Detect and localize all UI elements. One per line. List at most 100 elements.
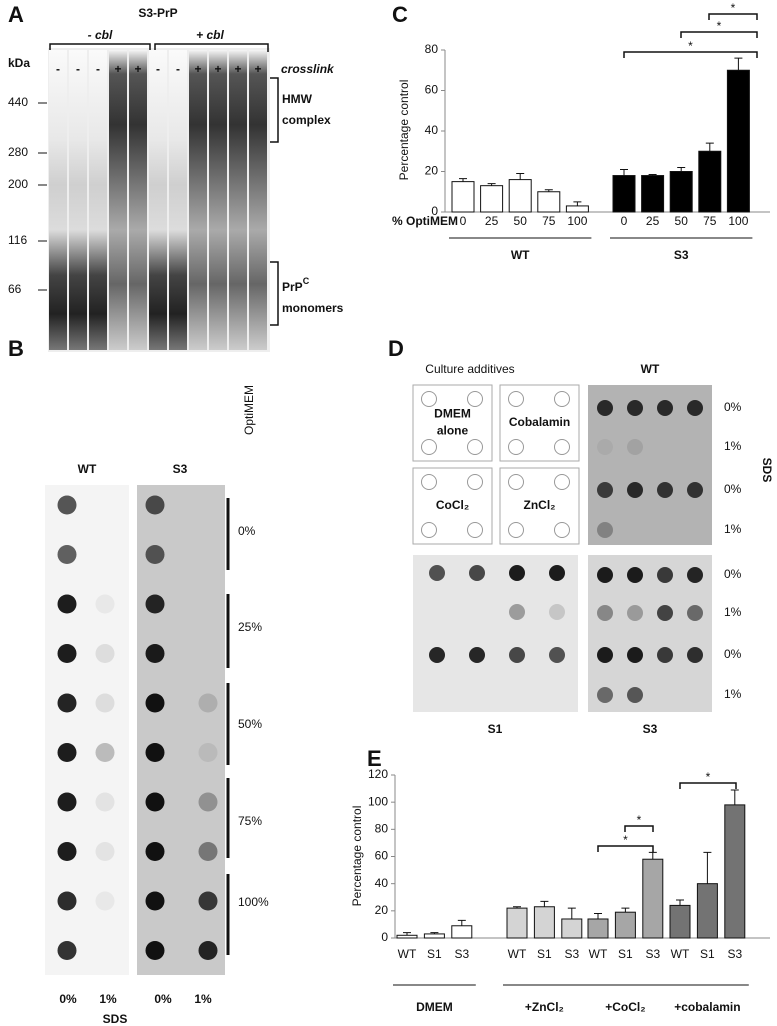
marker-label: 440 <box>8 95 28 109</box>
y-tick-label: 100 <box>368 794 388 808</box>
blot-dot <box>429 565 445 581</box>
blot-dot <box>145 495 165 515</box>
gel-lane <box>169 50 187 350</box>
error-bar <box>648 851 657 860</box>
bar <box>587 918 609 939</box>
lane-symbol: - <box>96 62 100 76</box>
blot-dot <box>145 693 165 713</box>
lane-symbol: + <box>194 62 201 76</box>
error-bar <box>730 789 739 805</box>
y-tick-label: 0 <box>381 930 388 944</box>
error-bar <box>676 899 684 906</box>
blot-dot <box>95 792 115 812</box>
error-bar <box>430 932 439 934</box>
bar <box>724 804 746 939</box>
y-tick-label: 0 <box>431 204 438 218</box>
blot-dot <box>95 693 115 713</box>
marker-label: 66 <box>8 282 22 296</box>
sds-level: 0% <box>154 992 172 1006</box>
blot-dot <box>627 439 643 455</box>
additive-label: ZnCl₂ <box>524 498 556 512</box>
well <box>554 474 570 490</box>
x-tick-label: S1 <box>427 947 442 961</box>
gel-lane <box>109 50 127 350</box>
significance-bracket <box>624 825 654 832</box>
additive-label: alone <box>437 424 469 438</box>
error-bar <box>705 142 714 152</box>
blot-dot <box>145 743 165 762</box>
group-bracket <box>49 43 269 52</box>
blot <box>413 555 578 712</box>
sds-level: 1% <box>724 605 742 619</box>
error-bar <box>459 178 467 182</box>
blot-dot <box>95 842 115 861</box>
additive-box <box>499 467 580 545</box>
sds-level: 1% <box>724 522 742 536</box>
marker-label: 200 <box>8 177 28 191</box>
gel-lane <box>209 50 227 350</box>
well <box>467 474 483 490</box>
sds-level: 1% <box>99 992 117 1006</box>
blot-dot <box>597 687 613 703</box>
x-tick-label: 50 <box>675 214 689 228</box>
x-tick-label: S1 <box>537 947 552 961</box>
dynamic: - - - + + - - + + + +44028020011666HMWcomplexPrPCm… <box>8 1 770 1014</box>
lane-symbol: + <box>134 62 141 76</box>
panel-letter: A <box>8 2 24 27</box>
blot-dot <box>687 482 703 498</box>
significance-bracket <box>597 845 654 852</box>
significance-bracket <box>679 782 737 789</box>
blot-dot <box>687 400 703 416</box>
blot-dot <box>627 567 643 583</box>
sds-label: SDS <box>103 1012 128 1026</box>
gel-lane <box>129 50 147 350</box>
blot-dot <box>95 594 115 614</box>
level-label: 50% <box>238 717 262 731</box>
blot-dot <box>145 792 165 812</box>
x-tick-label: 25 <box>646 214 660 228</box>
blot-dot <box>657 647 673 663</box>
blot-dot <box>627 482 643 498</box>
bar <box>451 925 473 939</box>
y-axis-label: Percentage control <box>350 806 364 907</box>
significance-star: * <box>731 1 736 15</box>
group-label: +ZnCl₂ <box>525 1000 564 1014</box>
x-tick-label: 75 <box>542 214 556 228</box>
blot-dot <box>549 565 565 581</box>
significance-star: * <box>688 39 693 53</box>
well <box>421 474 437 490</box>
significance-star: * <box>717 19 722 33</box>
error-bar <box>516 173 525 180</box>
error-bar <box>513 906 521 909</box>
blot-dot <box>597 482 613 498</box>
blot-dot <box>57 891 77 911</box>
blot-dot <box>657 482 673 498</box>
annotation-text: HMW <box>282 92 313 106</box>
blot-dot <box>687 605 703 621</box>
blot-dot <box>627 605 643 621</box>
blot-dot <box>657 605 673 621</box>
gel-lane <box>249 50 267 350</box>
blot-dot <box>145 545 165 564</box>
bar <box>614 911 636 939</box>
x-tick-label: S3 <box>727 947 742 961</box>
blot-dot <box>145 594 165 614</box>
error-bar <box>703 851 712 884</box>
well <box>421 391 437 407</box>
lane-symbol: + <box>234 62 241 76</box>
blot-dot <box>95 891 115 911</box>
blot-dot <box>627 647 643 663</box>
blot-dot <box>145 644 165 663</box>
blot-dot <box>597 439 613 455</box>
group-label: + cbl <box>196 28 224 42</box>
blot-dot <box>509 604 525 620</box>
gel-lane <box>229 50 247 350</box>
significance-star: * <box>706 770 711 784</box>
bar <box>612 175 636 213</box>
blot-dot <box>57 693 77 713</box>
additive-label: DMEM <box>434 407 471 421</box>
additive-box <box>412 467 493 545</box>
gel-lanes <box>49 50 267 350</box>
sds-level: 1% <box>724 687 742 701</box>
bar <box>669 904 691 939</box>
